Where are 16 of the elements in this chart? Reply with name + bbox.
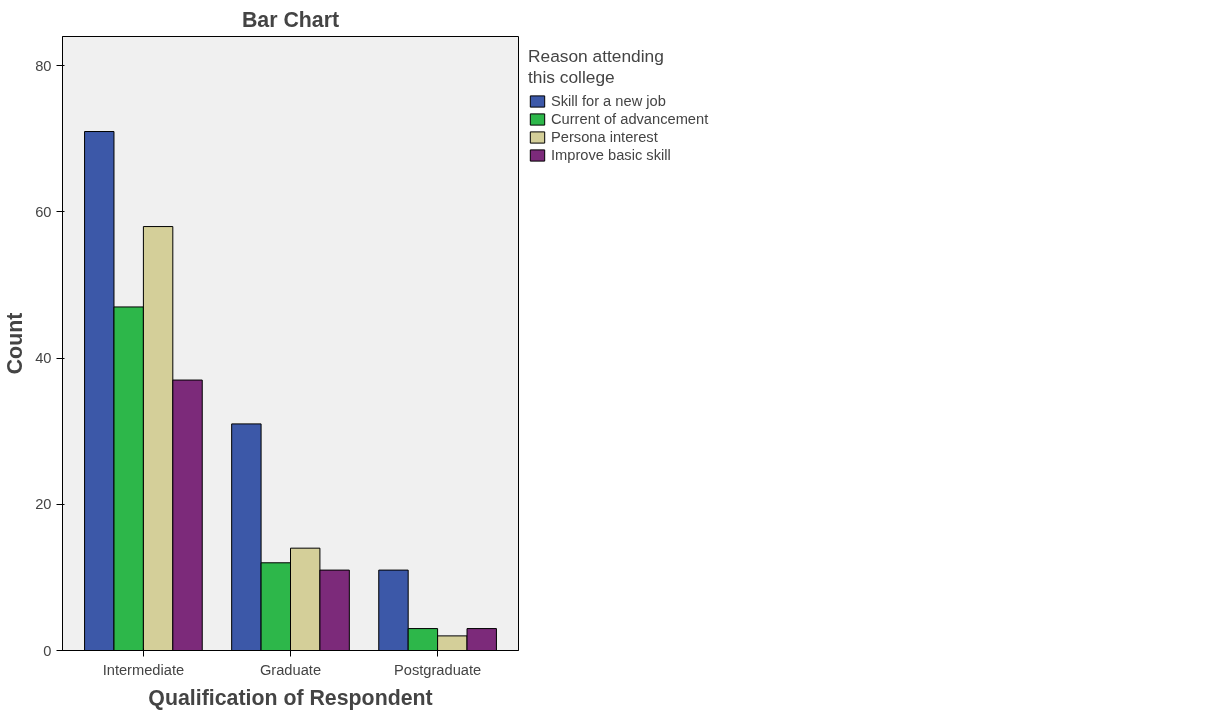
y-tick-label: 20 xyxy=(35,496,52,513)
y-tick-label: 0 xyxy=(43,642,52,659)
legend-title: Reason attending this college xyxy=(528,46,665,88)
y-tick-label: 80 xyxy=(35,57,52,74)
x-tick-label: Graduate xyxy=(259,661,322,678)
x-axis-title: Qualification of Respondent xyxy=(148,685,433,710)
x-tick-label: Intermediate xyxy=(102,661,185,678)
chart-title: Bar Chart xyxy=(241,7,340,32)
legend-label: Current of advancement xyxy=(551,111,709,127)
y-tick-label: 60 xyxy=(35,203,52,220)
x-tick-label: Postgraduate xyxy=(394,661,482,678)
y-tick-label: 40 xyxy=(35,350,52,367)
legend-label: Skill for a new job xyxy=(551,93,666,109)
legend-label: Persona interest xyxy=(551,129,658,145)
y-axis-title: Count xyxy=(3,312,28,375)
legend-label: Improve basic skill xyxy=(551,147,671,163)
